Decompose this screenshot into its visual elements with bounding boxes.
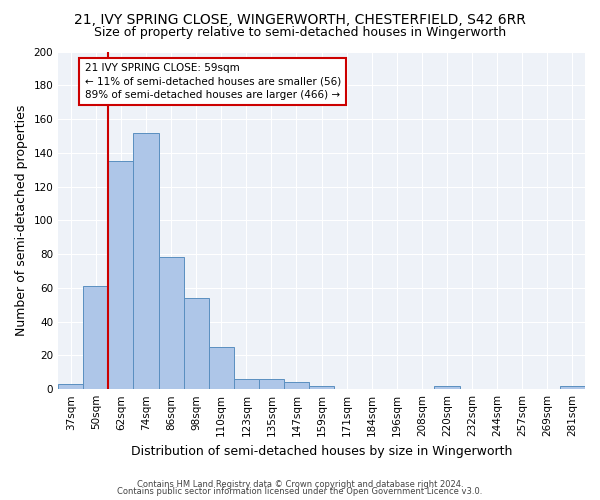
Bar xyxy=(284,382,309,389)
Bar xyxy=(158,258,184,389)
Bar xyxy=(58,384,83,389)
Text: 21, IVY SPRING CLOSE, WINGERWORTH, CHESTERFIELD, S42 6RR: 21, IVY SPRING CLOSE, WINGERWORTH, CHEST… xyxy=(74,12,526,26)
Y-axis label: Number of semi-detached properties: Number of semi-detached properties xyxy=(15,104,28,336)
Bar xyxy=(560,386,585,389)
Text: Contains public sector information licensed under the Open Government Licence v3: Contains public sector information licen… xyxy=(118,487,482,496)
Bar xyxy=(184,298,209,389)
Text: Contains HM Land Registry data © Crown copyright and database right 2024.: Contains HM Land Registry data © Crown c… xyxy=(137,480,463,489)
Text: Size of property relative to semi-detached houses in Wingerworth: Size of property relative to semi-detach… xyxy=(94,26,506,39)
Bar xyxy=(434,386,460,389)
Bar xyxy=(309,386,334,389)
Text: 21 IVY SPRING CLOSE: 59sqm
← 11% of semi-detached houses are smaller (56)
89% of: 21 IVY SPRING CLOSE: 59sqm ← 11% of semi… xyxy=(85,64,341,100)
Bar xyxy=(83,286,109,389)
Bar xyxy=(234,379,259,389)
Bar xyxy=(259,379,284,389)
Bar xyxy=(133,132,158,389)
X-axis label: Distribution of semi-detached houses by size in Wingerworth: Distribution of semi-detached houses by … xyxy=(131,444,512,458)
Bar xyxy=(109,161,133,389)
Bar xyxy=(209,347,234,389)
